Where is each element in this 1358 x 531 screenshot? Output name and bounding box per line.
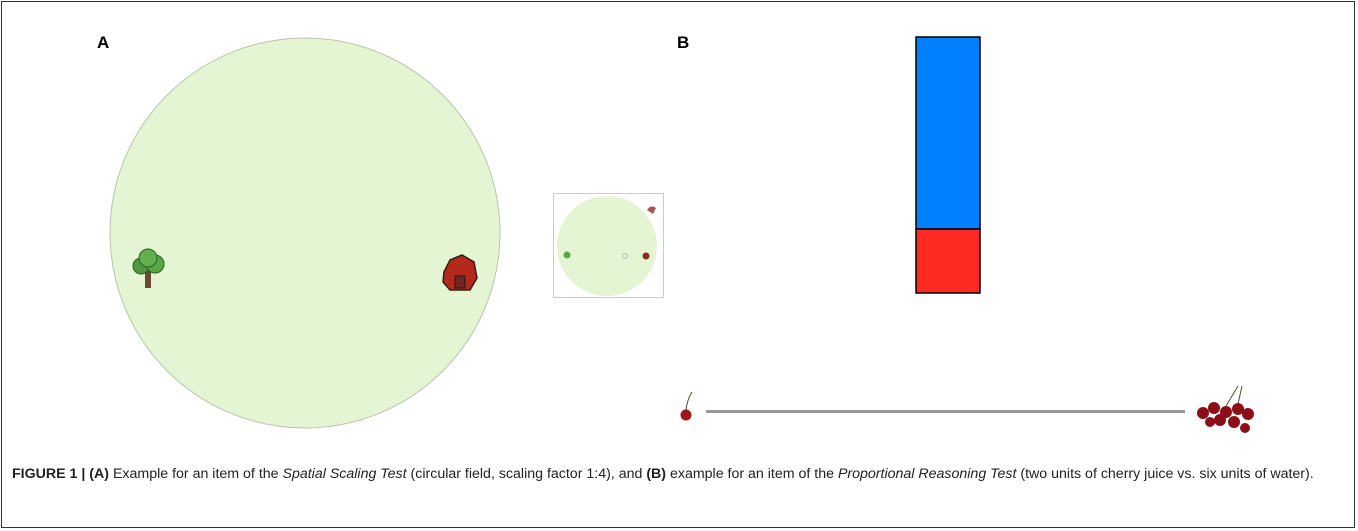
caption-text: (circular field, scaling factor 1:4), an… — [407, 466, 647, 482]
figure: A B — [0, 0, 1358, 460]
small-tree — [564, 252, 571, 259]
test-name: Proportional Reasoning Test — [838, 466, 1017, 482]
panel-label: B — [677, 33, 689, 52]
panel-label: A — [97, 33, 109, 52]
cherry-bunch — [1197, 386, 1254, 433]
small-barn — [643, 253, 650, 260]
figure-number: FIGURE 1 | — [12, 466, 85, 482]
part-label: (A) — [89, 466, 109, 482]
caption-text: Example for an item of the — [109, 466, 283, 482]
part-label: (B) — [646, 466, 666, 482]
water-segment — [916, 37, 980, 229]
single-cherry — [681, 392, 693, 421]
caption: FIGURE 1 | (A) Example for an item of th… — [12, 464, 1348, 485]
field — [110, 38, 500, 428]
caption-text: example for an item of the — [666, 466, 838, 482]
small-field — [557, 196, 657, 296]
caption-text: (two units of cherry juice vs. six units… — [1016, 466, 1313, 482]
juice-segment — [916, 229, 980, 293]
test-name: Spatial Scaling Test — [283, 466, 407, 482]
page: {"panels": [{"label": "A"}, {"label": "B… — [0, 0, 1358, 531]
